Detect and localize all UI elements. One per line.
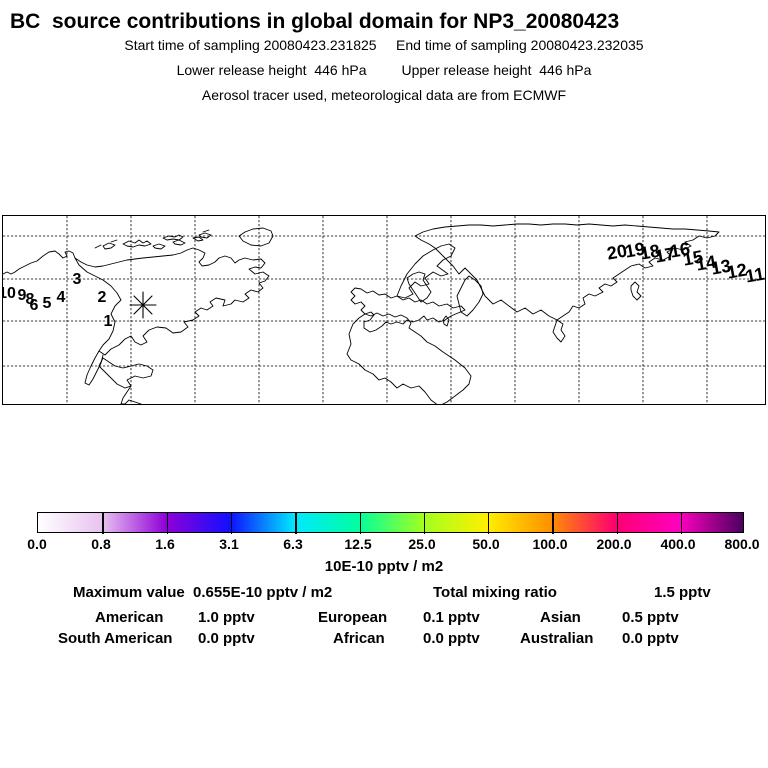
svg-text:4: 4 (57, 289, 66, 306)
svg-text:11: 11 (744, 264, 766, 287)
svg-text:1: 1 (104, 313, 113, 330)
svg-text:10: 10 (3, 285, 16, 302)
svg-text:2: 2 (98, 289, 107, 306)
svg-text:5: 5 (43, 295, 52, 312)
svg-text:6: 6 (30, 297, 39, 314)
svg-text:3: 3 (73, 271, 82, 288)
